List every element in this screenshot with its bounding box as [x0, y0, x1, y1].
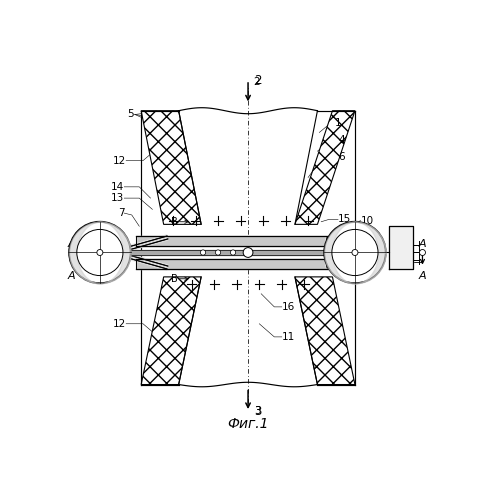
- Circle shape: [69, 222, 131, 284]
- Text: 12: 12: [113, 319, 126, 329]
- Polygon shape: [127, 254, 168, 270]
- Polygon shape: [131, 250, 324, 255]
- Polygon shape: [141, 277, 201, 384]
- Circle shape: [230, 250, 236, 255]
- Text: 14: 14: [111, 182, 124, 192]
- Text: 3: 3: [254, 406, 260, 416]
- Text: 3: 3: [254, 406, 261, 418]
- Text: A: A: [419, 272, 426, 281]
- Text: 6: 6: [338, 152, 345, 162]
- Text: A: A: [419, 238, 426, 248]
- Text: Фиг.1: Фиг.1: [227, 416, 269, 430]
- Text: 13: 13: [111, 193, 124, 203]
- Circle shape: [243, 248, 253, 258]
- Text: B: B: [171, 216, 178, 226]
- Polygon shape: [141, 110, 201, 224]
- Circle shape: [215, 250, 221, 255]
- Polygon shape: [325, 237, 332, 249]
- Text: B: B: [171, 274, 178, 284]
- Text: 9: 9: [361, 226, 367, 235]
- Circle shape: [332, 230, 378, 276]
- Circle shape: [352, 250, 358, 256]
- Circle shape: [77, 230, 123, 276]
- Polygon shape: [389, 226, 413, 270]
- Circle shape: [324, 222, 386, 284]
- Text: 5: 5: [127, 110, 134, 120]
- Text: 2: 2: [254, 74, 261, 87]
- Polygon shape: [295, 277, 355, 384]
- Circle shape: [200, 250, 206, 255]
- Polygon shape: [127, 235, 168, 252]
- Polygon shape: [136, 260, 361, 270]
- Polygon shape: [295, 110, 355, 224]
- Text: 8: 8: [361, 234, 367, 244]
- Text: 12: 12: [113, 156, 126, 166]
- Text: 10: 10: [361, 216, 374, 226]
- Text: 11: 11: [282, 332, 295, 342]
- Text: 15: 15: [338, 214, 351, 224]
- Polygon shape: [325, 256, 332, 268]
- Text: 7: 7: [118, 208, 124, 218]
- Text: 4: 4: [338, 135, 345, 145]
- Text: 1: 1: [334, 118, 341, 128]
- Circle shape: [420, 250, 425, 256]
- Polygon shape: [136, 236, 361, 246]
- Circle shape: [97, 250, 103, 256]
- Text: 2: 2: [254, 77, 260, 87]
- Text: A: A: [68, 272, 76, 281]
- Text: A: A: [68, 238, 76, 248]
- Text: 16: 16: [282, 302, 295, 312]
